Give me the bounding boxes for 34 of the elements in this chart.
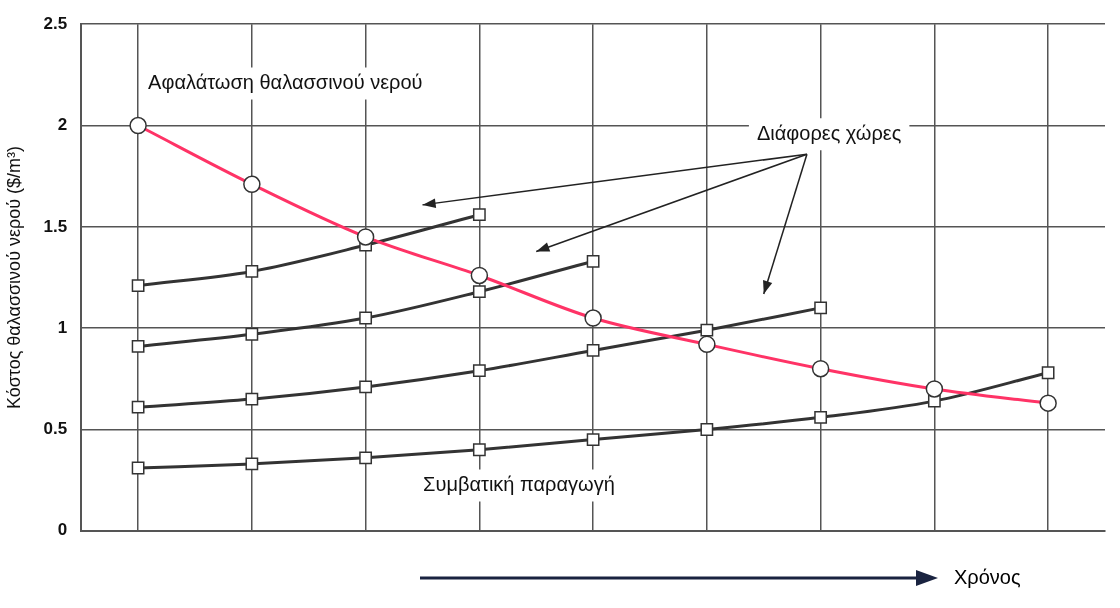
- point: [472, 285, 486, 299]
- annotation: Διάφορες χώρες: [756, 121, 902, 144]
- point: [472, 364, 486, 378]
- point: [131, 461, 145, 475]
- point: [586, 254, 600, 268]
- point: [700, 323, 714, 337]
- point: [472, 443, 486, 457]
- point: [131, 279, 145, 293]
- point: [245, 265, 259, 278]
- y-tick-label: 0: [57, 520, 68, 540]
- point: [814, 301, 828, 315]
- point: [245, 327, 259, 341]
- point: [245, 392, 259, 406]
- point: [359, 451, 373, 465]
- point: [131, 400, 145, 414]
- point: [359, 311, 373, 325]
- series-label: Αφαλάτωση θαλασσινού νερού: [148, 71, 423, 94]
- point: [359, 380, 373, 394]
- point: [586, 433, 600, 447]
- point: [586, 344, 600, 357]
- y-tick-label: 1: [57, 317, 68, 337]
- point: [472, 208, 486, 222]
- y-tick-label: 0.5: [43, 419, 68, 439]
- series-label: Συμβατική παραγωγή: [423, 473, 615, 496]
- point: [131, 339, 145, 353]
- y-tick-label: 1.5: [43, 216, 68, 236]
- point: [814, 410, 828, 424]
- y-axis-title: Κόστος θαλασσινού νερού ($/m³): [3, 145, 24, 410]
- x-axis-title: Χρόνος: [954, 566, 1021, 589]
- y-tick-label: 2: [57, 115, 68, 135]
- y-tick-label: 2.5: [43, 13, 68, 33]
- point: [1041, 366, 1055, 380]
- point: [245, 457, 259, 471]
- point: [700, 423, 714, 436]
